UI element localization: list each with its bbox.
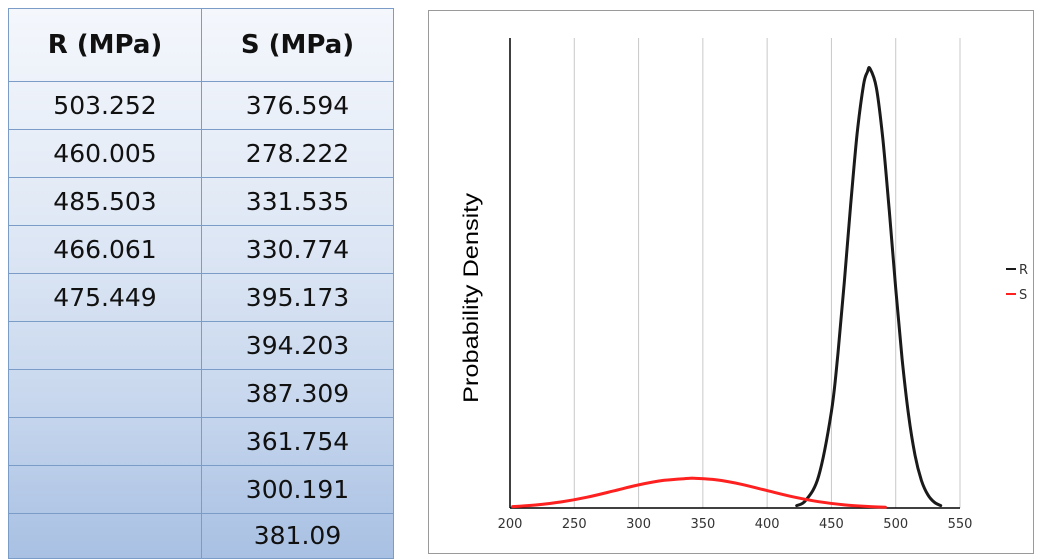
cell-r-value: 503.252 (8, 81, 202, 130)
cell-s-value: 387.309 (201, 369, 394, 418)
x-tick-label: 300 (626, 517, 651, 532)
table-row: 475.449 395.173 (8, 273, 394, 322)
table-row: 485.503 331.535 (8, 177, 394, 226)
table-row: 394.203 (8, 321, 394, 370)
x-tick-label: 350 (690, 517, 715, 532)
cell-s-value: 395.173 (201, 273, 394, 322)
data-table: R (MPa) S (MPa) 503.252 376.594 460.005 278… (8, 8, 394, 559)
series-line-r (795, 66, 943, 508)
cell-s-value: 394.203 (201, 321, 394, 370)
x-tick-label: 200 (498, 517, 523, 532)
legend-label-r: R (1019, 263, 1028, 278)
table-row: 460.005 278.222 (8, 129, 394, 178)
x-tick-label: 500 (883, 517, 908, 532)
cell-s-value: 331.535 (201, 177, 394, 226)
cell-s-value: 278.222 (201, 129, 394, 178)
column-header-r: R (MPa) (8, 8, 202, 82)
cell-s-value: 381.09 (201, 513, 394, 559)
cell-s-value: 330.774 (201, 225, 394, 274)
legend-label-s: S (1019, 288, 1027, 303)
table-body: 503.252 376.594 460.005 278.222 485.503 331.5… (8, 81, 394, 559)
chart-frame (428, 10, 1034, 554)
cell-r-value: 466.061 (8, 225, 202, 274)
y-axis-label: Probability Density (460, 192, 483, 403)
cell-r-value: 485.503 (8, 177, 202, 226)
table-row: 503.252 376.594 (8, 81, 394, 130)
series-line-s (511, 476, 887, 509)
x-tick-label: 400 (755, 517, 780, 532)
x-tick-label: 550 (948, 517, 973, 532)
cell-r-value: 460.005 (8, 129, 202, 178)
x-tick-label: 450 (819, 517, 844, 532)
cell-r-value: 475.449 (8, 273, 202, 322)
x-tick-label: 250 (562, 517, 587, 532)
table-row: 387.309 (8, 369, 394, 418)
cell-s-value: 300.191 (201, 465, 394, 514)
table-row: 300.191 (8, 465, 394, 514)
table-row: 466.061 330.774 (8, 225, 394, 274)
cell-s-value: 376.594 (201, 81, 394, 130)
